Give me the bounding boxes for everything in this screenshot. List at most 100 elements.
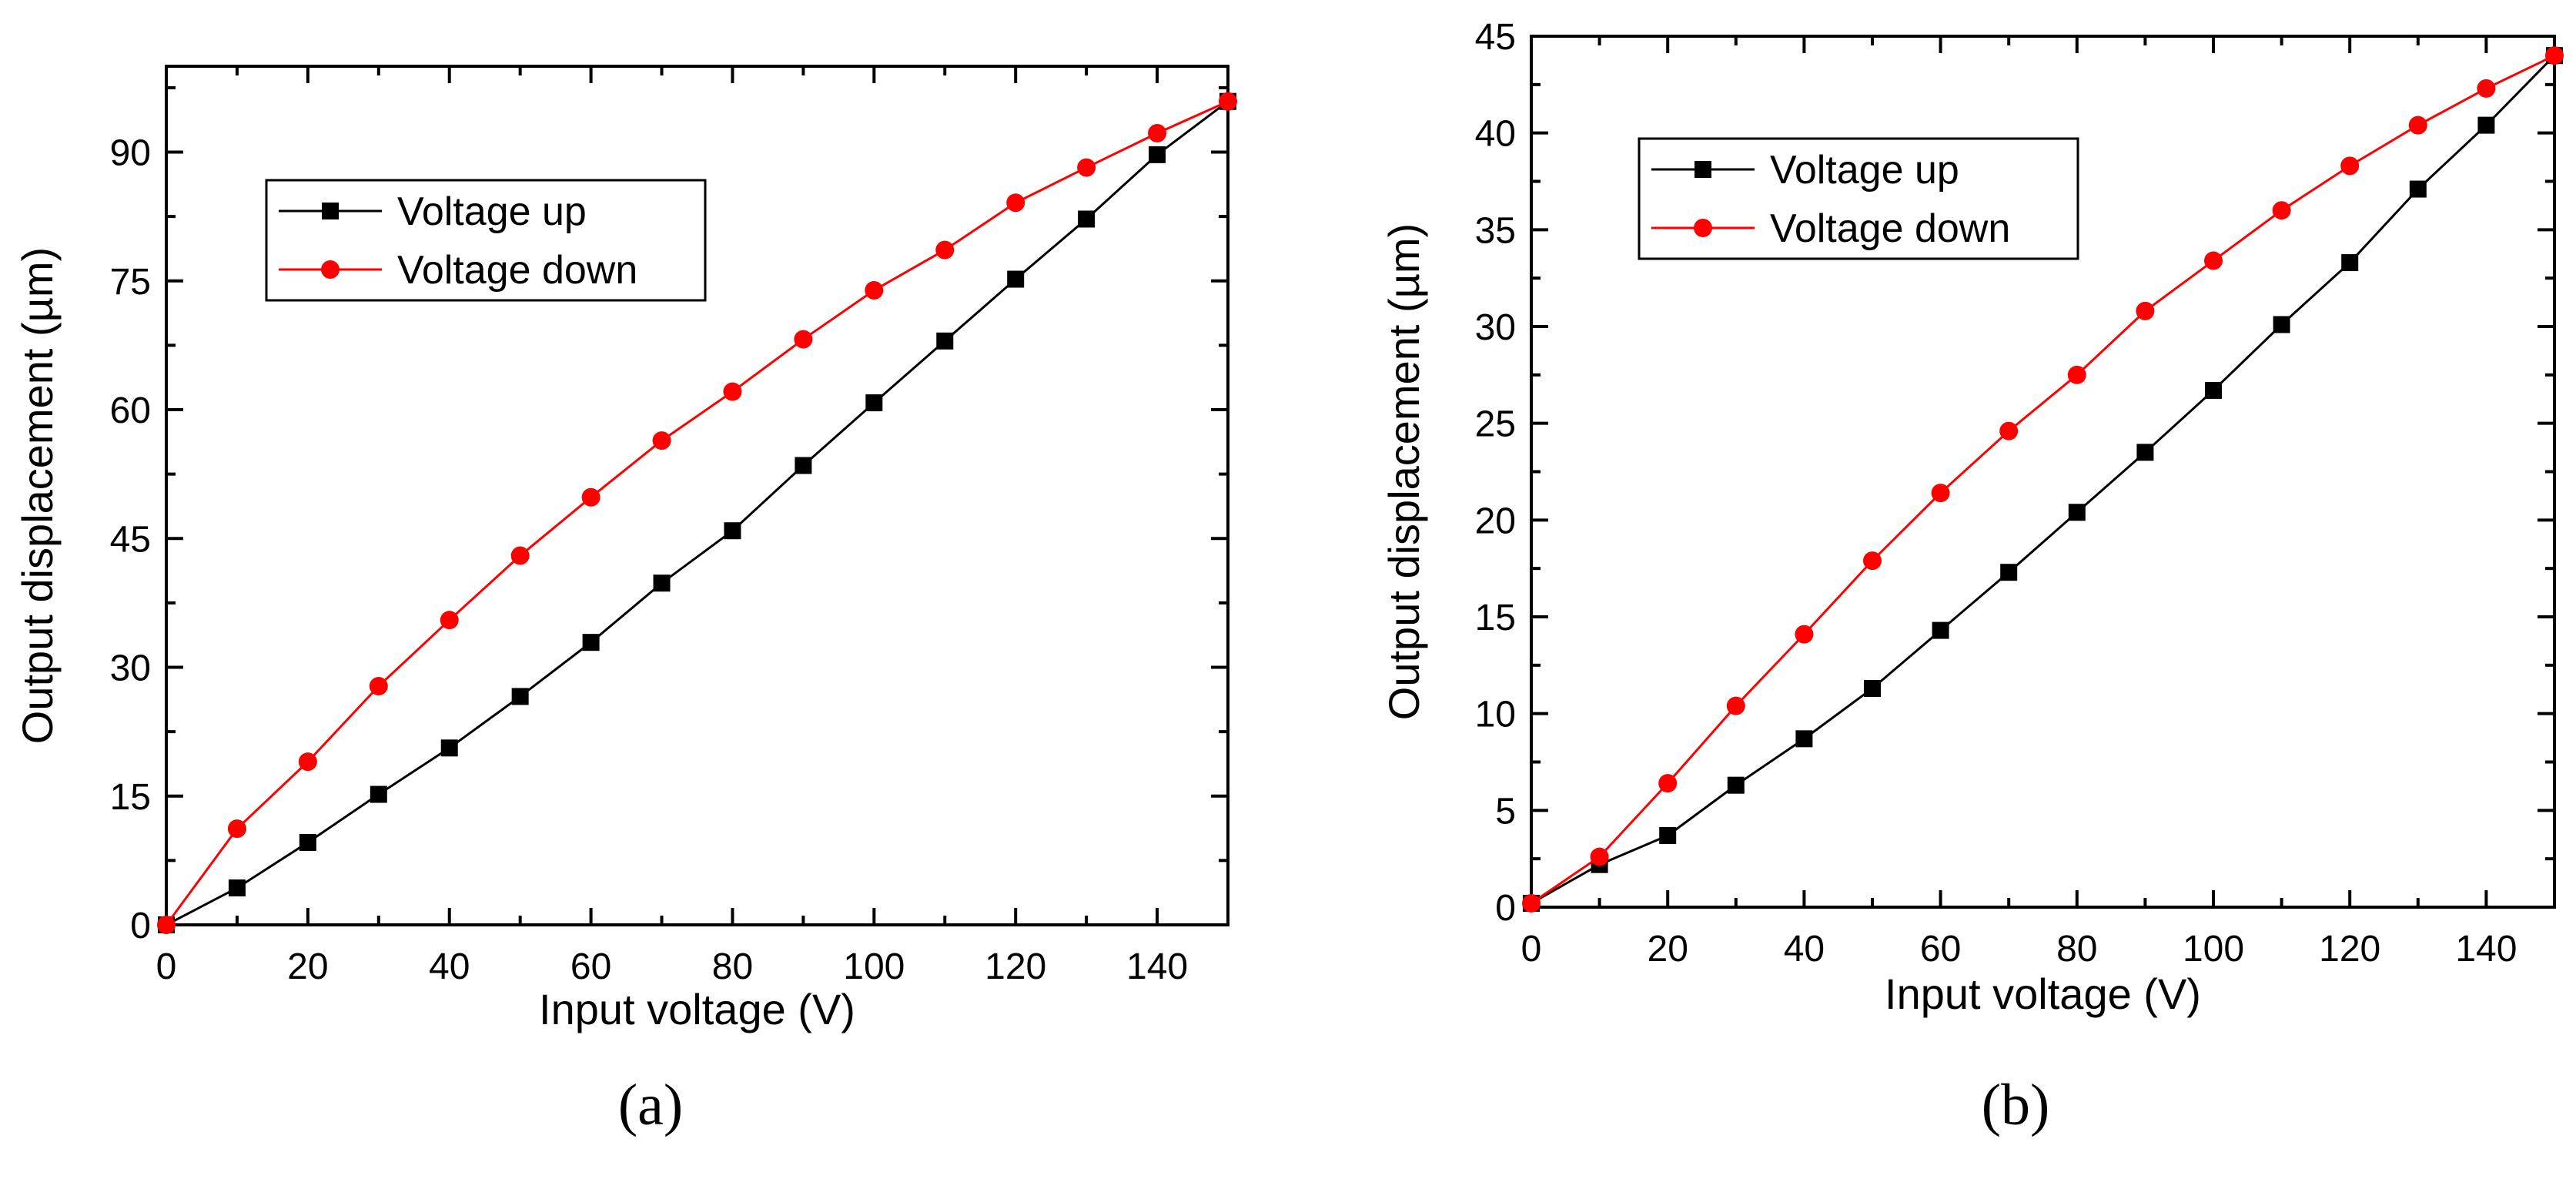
data-point-square <box>2136 444 2154 461</box>
data-point-circle <box>1726 696 1745 715</box>
legend-label: Voltage down <box>1770 206 2010 251</box>
chart-panel-a: 0 20 40 60 80 100 120 140 0 15 30 45 60 75 90 Input vol… <box>13 65 1237 1137</box>
data-point-circle <box>1148 123 1167 142</box>
data-point-square <box>2341 254 2359 272</box>
x-tick-label: 0 <box>156 946 177 987</box>
x-tick-label: 60 <box>1920 929 1961 970</box>
x-tick-label: 140 <box>2455 929 2517 970</box>
data-point-circle <box>865 281 884 300</box>
data-point-circle <box>1006 193 1025 213</box>
data-point-circle <box>2340 156 2360 176</box>
data-point-circle <box>723 382 742 401</box>
data-point-square <box>511 688 529 705</box>
chart-panel-b: 0 20 40 60 80 100 120 140 0 5 10 15 20 25 30 35 40 45 Inpu… <box>1380 17 2564 1137</box>
legend-box <box>1638 137 2079 260</box>
data-point-square <box>2068 504 2086 521</box>
data-point-square <box>936 332 954 350</box>
data-point-square <box>2273 316 2290 333</box>
data-point-circle <box>2477 79 2496 98</box>
y-tick-label: 30 <box>1475 307 1516 348</box>
data-point-circle <box>510 546 530 565</box>
data-point-circle <box>1219 92 1237 111</box>
x-tick-label: 0 <box>1521 929 1542 970</box>
data-point-circle <box>581 487 601 507</box>
data-point-square <box>1932 621 1949 639</box>
data-point-square <box>299 833 316 851</box>
data-point-square <box>228 879 246 897</box>
data-point-circle <box>1863 551 1882 571</box>
data-point-square <box>582 634 600 651</box>
data-point-circle <box>2408 116 2427 135</box>
y-tick-label: 5 <box>1495 791 1516 832</box>
data-point-circle <box>440 611 459 630</box>
data-point-circle <box>2272 201 2291 220</box>
data-point-square <box>795 457 812 474</box>
panel-label: (a) <box>618 1073 683 1137</box>
series-line <box>166 100 1229 926</box>
data-point-circle <box>935 240 955 260</box>
x-axis-label: Input voltage (V) <box>539 985 855 1033</box>
y-tick-label: 40 <box>1475 114 1516 155</box>
panel-label: (b) <box>1982 1073 2050 1137</box>
y-tick-label: 35 <box>1475 210 1516 251</box>
y-tick-label: 10 <box>1475 695 1516 735</box>
y-tick-label: 45 <box>1475 17 1516 58</box>
plot-frame <box>165 65 1229 926</box>
x-tick-label: 100 <box>2183 929 2244 970</box>
y-axis-label: Output displacement (µm) <box>1380 223 1428 720</box>
x-tick-label: 120 <box>2319 929 2380 970</box>
legend-marker-square <box>322 203 339 219</box>
series-line <box>1531 54 2555 905</box>
data-point-square <box>1149 146 1166 163</box>
data-point-circle <box>1795 625 1814 644</box>
y-tick-label: 15 <box>1475 598 1516 638</box>
x-tick-label: 100 <box>843 946 905 987</box>
data-point-square <box>2477 116 2495 134</box>
y-tick-label: 0 <box>130 906 151 946</box>
data-point-square <box>1864 679 1881 697</box>
data-point-square <box>440 739 458 757</box>
data-point-square <box>370 785 387 803</box>
data-point-circle <box>298 752 317 772</box>
x-tick-label: 40 <box>1784 929 1825 970</box>
data-point-circle <box>2545 46 2564 65</box>
x-tick-label: 140 <box>1126 946 1188 987</box>
data-point-square <box>1795 730 1813 748</box>
series-line <box>1531 55 2556 905</box>
data-point-square <box>1659 827 1677 845</box>
y-tick-label: 20 <box>1475 501 1516 541</box>
data-point-circle <box>1077 158 1096 177</box>
data-point-circle <box>2067 365 2086 384</box>
data-point-square <box>1727 776 1745 794</box>
data-point-square <box>2000 564 2018 581</box>
legend-box <box>265 179 707 302</box>
legend-marker-circle <box>321 260 340 279</box>
legend-marker-square <box>1694 161 1711 178</box>
y-axis-label: Output displacement (µm) <box>13 247 62 744</box>
data-point-circle <box>652 431 671 450</box>
y-tick-label: 25 <box>1475 404 1516 445</box>
legend-label: Voltage up <box>397 189 587 234</box>
data-point-square <box>865 394 883 412</box>
x-tick-label: 20 <box>287 946 328 987</box>
series-line <box>165 100 1229 926</box>
x-tick-label: 40 <box>429 946 470 987</box>
y-tick-label: 15 <box>110 777 151 818</box>
y-tick-label: 90 <box>110 133 151 174</box>
data-point-circle <box>1931 484 1950 503</box>
legend-label: Voltage down <box>397 248 637 293</box>
data-point-square <box>653 574 671 592</box>
legend-marker-circle <box>1694 219 1712 237</box>
data-point-square <box>1007 270 1025 288</box>
data-point-circle <box>157 916 176 934</box>
x-tick-label: 120 <box>985 946 1046 987</box>
data-point-circle <box>1522 893 1541 913</box>
data-point-circle <box>1590 847 1609 866</box>
data-point-square <box>2205 381 2222 399</box>
data-point-circle <box>2204 251 2223 270</box>
y-tick-label: 30 <box>110 648 151 689</box>
data-point-square <box>1078 210 1096 228</box>
data-point-square <box>724 522 741 540</box>
data-point-circle <box>2136 301 2155 320</box>
